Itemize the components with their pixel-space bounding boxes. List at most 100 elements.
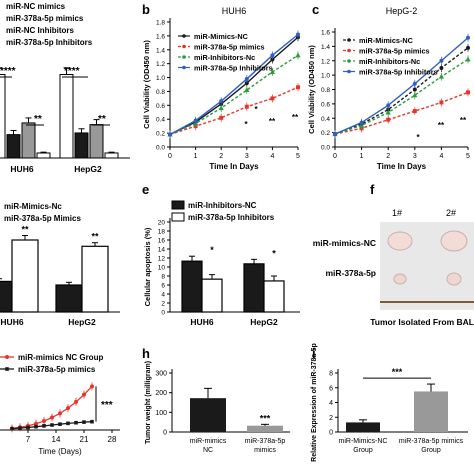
y-tick-label: 6 [161,283,165,290]
category-label: HUH6 [0,317,23,327]
legend-label: miR-378a-5p Inhibitors [194,64,273,73]
tumor-photo-panel: 1# 2# miR-mimics-NC miR-378a-5p Tumor Is… [313,208,474,327]
chart-title: HUH6 [222,6,247,16]
tumor-378a-1 [393,273,407,285]
legend-label: miR-Mimics-NC [359,36,414,45]
significance: * [272,248,276,258]
y-tick-label: 0.0 [321,145,330,152]
y-tick-label: 1.8 [156,20,165,27]
y-tick-label: 10 [158,265,166,272]
legend-marker [5,355,9,359]
legend-label: miR-378a-5p Inhibitors [188,213,275,222]
legend-label: miR-378a-5p Inhibitors [6,38,93,47]
legend-marker [347,59,351,63]
tumor-nc-1 [387,231,413,251]
legend-marker [182,55,186,59]
photo-row-label-2: miR-378a-5p [325,268,376,278]
bar [89,124,104,159]
significance: ** [460,116,467,125]
data-point [82,420,86,424]
data-point [66,421,70,426]
bar [263,280,285,313]
series-line [334,37,469,135]
y-tick-label: 0.0 [156,145,165,152]
series-line [169,36,299,136]
category-label: miR-378a-5p mimics [245,438,286,454]
series-line [334,58,469,135]
charts-layer: miR-NC mimics miR-378a-5p mimics miR-NC In… [0,2,471,462]
x-tick-label: 0 [333,153,337,160]
panel-letter-f: f [370,182,375,197]
legend-swatch [171,212,185,222]
significance: *** [260,413,271,423]
significance: *** [392,367,403,377]
panel-d-left: HUH6 ** HepG2 ** miR-Mimics-Nc miR-378a-5p Mi… [0,202,120,327]
y-axis-label: Cell Viability (OD450 nm) [307,45,316,134]
y-axis-label: Cellular apoptosis (%) [143,227,152,306]
category-label: miR-Mimics-NC Group [339,438,388,454]
significance: * [210,245,214,255]
data-point [42,424,46,428]
y-tick-label: 0.6 [156,103,165,110]
significance: ** [292,113,299,122]
bar [104,152,119,159]
y-tick-label: 0.2 [321,130,330,137]
x-tick-label: 21 [80,435,89,444]
y-tick-label: 300 [155,371,167,378]
y-tick-label: 1.0 [321,73,330,80]
legend-label: miR-378a-5p Mimics [4,214,81,223]
legend-marker [347,48,351,53]
category-label: HUH6 [190,317,213,327]
y-tick-label: 16 [158,238,166,245]
bar [55,284,83,313]
bar [59,74,74,159]
data-point [50,423,54,427]
y-tick-label: 0.4 [156,117,165,124]
series-line [334,47,469,135]
category-label: HepG2 [250,317,278,327]
y-tick-label: 1.6 [156,33,165,40]
significance: **** [64,66,80,77]
legend-marker [347,69,351,74]
y-tick-label: 12 [158,256,166,263]
panel-b: HUH6 0.0 0.2 0.4 0.6 0.8 1.0 1.2 1.4 1.6 1.8 0 1 2 3 4 5… [142,6,301,171]
tumor-378a-2 [446,272,462,286]
bar [36,152,51,159]
y-tick-label: 8 [161,274,165,281]
legend-label: miR-NC mimics [6,2,66,11]
data-point [26,425,30,430]
panel-g: 7 14 21 28 Time (Days) miR-mimics NC Group miR… [0,353,120,456]
bar [243,263,265,313]
photo-column-1: 1# [392,208,402,218]
category-label: HUH6 [10,164,33,174]
legend-marker [347,38,351,42]
x-tick-label: 1 [194,153,198,160]
panel-c: HepG-2 0.0 0.2 0.4 0.6 0.8 1.0 1.2 1.4 1.6 0 1 2 3 4 5 T… [307,6,471,171]
category-label: HepG2 [68,317,96,327]
chart-title: HepG-2 [386,6,418,16]
data-point [58,422,62,426]
y-tick-label: 2 [161,301,165,308]
panel-letter-e: e [142,182,149,197]
bar [21,122,36,159]
photo-row-label-1: miR-mimics-NC [313,238,376,248]
significance: *** [101,400,113,411]
y-tick-label: 14 [158,247,166,254]
legend-label: miR-Mimics-Nc [4,202,62,211]
y-tick-label: 18 [158,229,166,236]
bar [11,239,39,313]
bar [0,280,13,313]
y-tick-label: 2 [329,415,333,422]
legend-label: miR-Inhibitors-Nc [359,57,420,66]
y-tick-label: 200 [155,390,167,397]
legend-marker [182,65,186,70]
x-tick-label: 1 [360,153,364,160]
x-tick-label: 28 [108,435,117,444]
y-tick-label: 1.2 [321,58,330,65]
y-tick-label: 4 [329,400,333,407]
x-tick-label: 5 [466,153,470,160]
legend-label: miR-NC Inhibitors [6,26,75,35]
panel-e: 0 2 4 6 8 10 12 14 16 18 20 Cellular apoptosis (%) H… [143,200,300,327]
